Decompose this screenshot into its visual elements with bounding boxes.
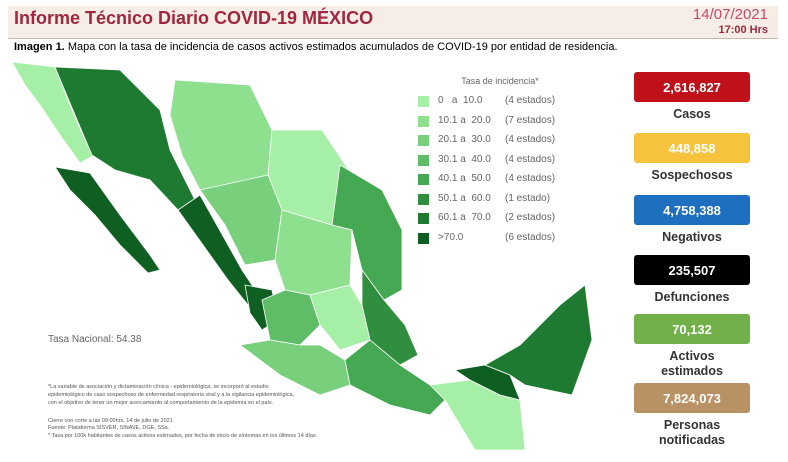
note: Cierre con corte a las 09:00hrs, 14 de j… — [48, 418, 173, 424]
legend-label: 20.1 a 30.0 — [438, 134, 491, 145]
legend-count: (1 estado) — [505, 192, 551, 204]
legend-count: (7 estados) — [505, 114, 556, 126]
stat-value: 235,507 — [634, 255, 750, 285]
legend-count: (2 estados) — [505, 212, 556, 223]
legend-title: Tasa de incidencia* — [461, 76, 539, 86]
stat-label: Personas notificadas — [659, 418, 725, 447]
legend-label: >70.0 — [438, 231, 464, 243]
note: epidemiológico de caso sospechoso de enf… — [48, 392, 295, 398]
legend-label: 0 a 10.0 — [438, 95, 483, 106]
note: con el objetivo de tener un mejor acerca… — [48, 400, 274, 406]
legend-count: (6 estados) — [505, 231, 556, 243]
legend-label: 60.1 a 70.0 — [438, 212, 491, 223]
legend-swatch — [418, 213, 429, 224]
date: 14/07/2021 — [692, 6, 768, 23]
legend-count: (4 estados) — [505, 134, 556, 145]
subtitle-text: Mapa con la tasa de incidencia de casos … — [67, 41, 618, 53]
legend-swatch — [418, 193, 429, 205]
legend-swatch — [418, 174, 429, 185]
subtitle-label: Imagen 1. — [14, 41, 65, 53]
stat-label: Activos estimados — [661, 349, 723, 378]
stat-label: Defunciones — [654, 290, 730, 304]
stat-label: Sospechosos — [651, 168, 733, 182]
stat-value: 70,132 — [634, 314, 750, 344]
header-band — [8, 6, 778, 39]
legend-swatch — [418, 154, 429, 166]
legend-count: (4 estados) — [505, 173, 556, 184]
time: 17:00 Hrs — [718, 24, 768, 36]
stat-value: 2,616,827 — [634, 72, 750, 102]
title: Informe Técnico Diario COVID-19 MÉXICO — [14, 8, 374, 28]
legend-swatch — [418, 115, 429, 127]
note: Fuente: Plataforma SISVER, SINAVE, DGE, … — [48, 425, 170, 431]
stat-value: 7,824,073 — [634, 383, 750, 413]
legend-swatch — [418, 232, 429, 244]
legend-swatch — [418, 96, 429, 107]
legend-label: 40.1 a 50.0 — [438, 173, 491, 184]
legend-label: 30.1 a 40.0 — [438, 153, 491, 165]
legend-count: (4 estados) — [505, 95, 556, 106]
subtitle: Imagen 1. Mapa con la tasa de incidencia… — [14, 41, 618, 53]
legend-swatch — [418, 135, 429, 146]
stat-value: 448,858 — [634, 133, 750, 163]
map — [11, 61, 593, 451]
stat-label: Casos — [673, 107, 711, 121]
legend-label: 10.1 a 20.0 — [438, 114, 491, 126]
legend-label: 50.1 a 60.0 — [438, 192, 491, 204]
note: * Tasa por 100k habitantes de casos acti… — [48, 433, 318, 439]
note: *La variable de asociación y dictaminaci… — [48, 384, 269, 390]
legend-count: (4 estados) — [505, 153, 556, 165]
stat-value: 4,758,388 — [634, 195, 750, 225]
stat-label: Negativos — [662, 230, 722, 244]
national-rate: Tasa Nacional: 54.38 — [48, 334, 142, 345]
